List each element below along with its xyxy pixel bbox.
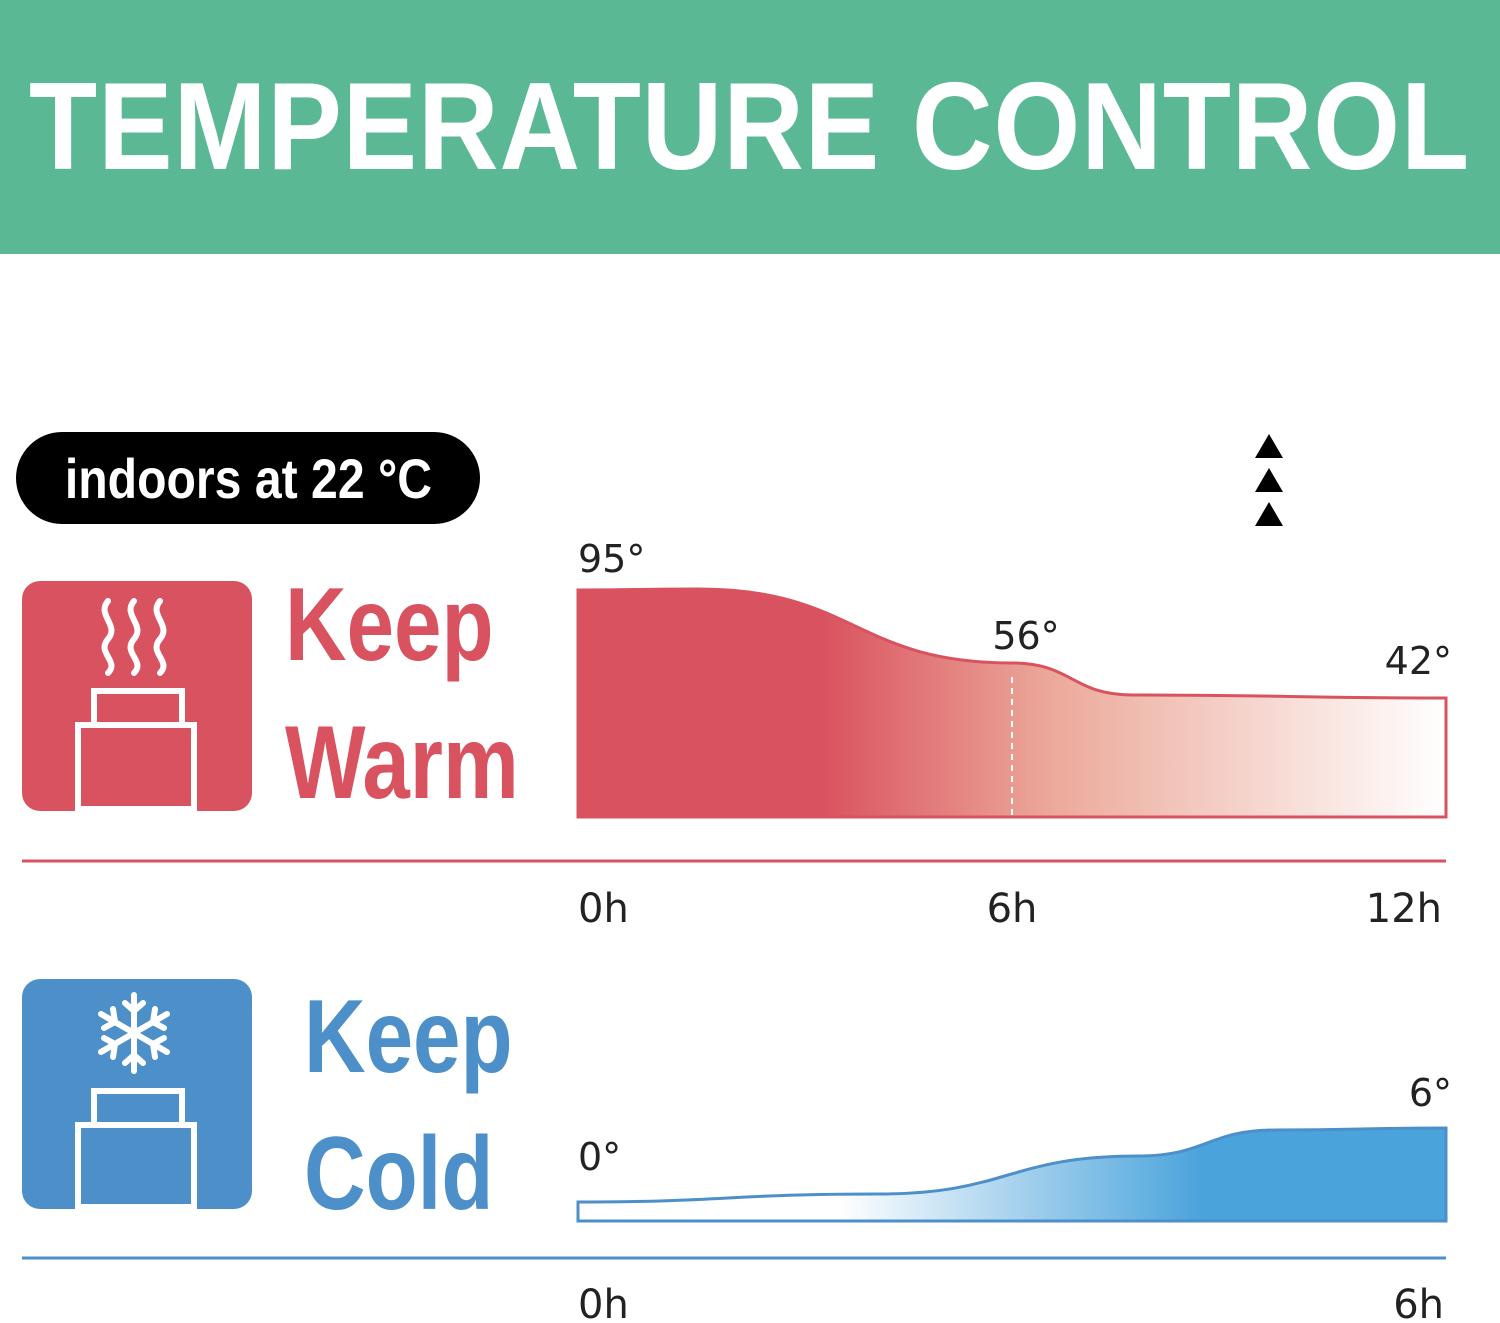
cold-area bbox=[576, 1126, 1448, 1223]
header-banner: TEMPERATURE CONTROL bbox=[0, 0, 1500, 254]
keep-cold-label-line2: Cold bbox=[304, 1116, 494, 1232]
triple-up-arrow-icon bbox=[1255, 434, 1283, 526]
cold-icon-tile bbox=[22, 979, 252, 1209]
condition-badge-text: indoors at 22 °C bbox=[64, 446, 432, 510]
cold-point-label: 0° bbox=[578, 1135, 621, 1179]
warm-point-label: 42° bbox=[1385, 639, 1452, 683]
keep-cold-label-line1: Keep bbox=[304, 979, 513, 1095]
warm-point-label: 56° bbox=[992, 614, 1059, 658]
steaming-container-icon bbox=[75, 598, 197, 811]
snowflake-container-icon bbox=[75, 992, 197, 1209]
page-title: TEMPERATURE CONTROL bbox=[29, 58, 1471, 196]
warm-tick-label: 12h bbox=[1366, 886, 1442, 932]
warm-point-label: 95° bbox=[578, 537, 645, 581]
condition-badge: indoors at 22 °C bbox=[16, 432, 480, 524]
warm-tick-label: 0h bbox=[578, 886, 629, 932]
cold-tick-label: 0h bbox=[578, 1282, 629, 1323]
keep-warm-label-line2: Warm bbox=[285, 705, 519, 821]
cold-point-label: 6° bbox=[1409, 1071, 1452, 1115]
warm-tick-label: 6h bbox=[987, 886, 1038, 932]
cold-tick-label: 6h bbox=[1393, 1282, 1444, 1323]
warm-icon-tile bbox=[22, 581, 252, 811]
keep-warm-label-line1: Keep bbox=[285, 567, 494, 683]
